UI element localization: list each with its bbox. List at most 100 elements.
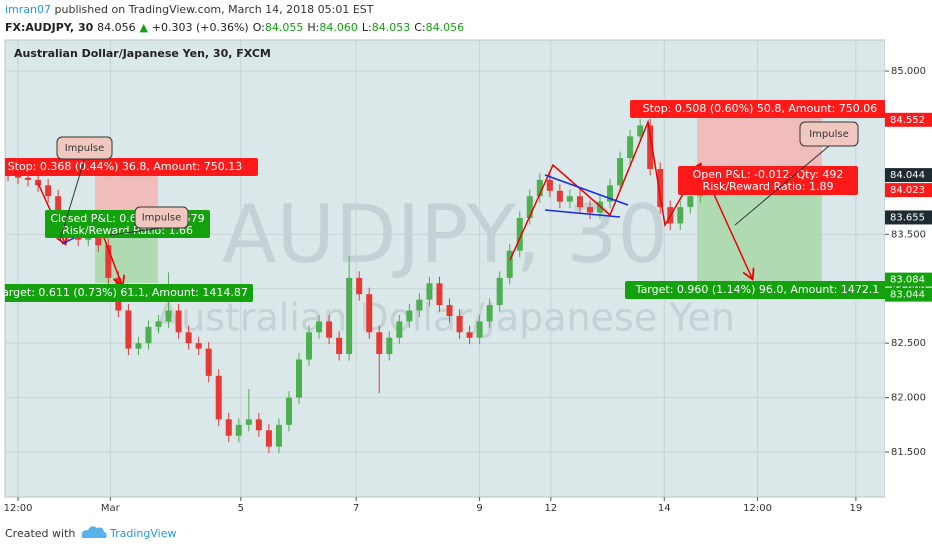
price-axis [885, 40, 932, 497]
candle-body [265, 430, 272, 447]
candle-body [396, 321, 403, 338]
price-label: 83.655 [890, 212, 925, 223]
candle-body [135, 343, 142, 349]
price-label-box [885, 183, 932, 198]
candle-body [546, 179, 553, 191]
candle-body [245, 419, 252, 425]
annotation-text: Target: 0.960 (1.14%) 96.0, Amount: 1472… [635, 283, 880, 296]
callout-pointer [109, 227, 162, 236]
candle-body [195, 343, 202, 349]
last-price: 84.056 [97, 21, 136, 34]
candle-body [426, 283, 433, 300]
candle-body [627, 136, 634, 159]
callout-box [799, 121, 859, 147]
candle-body [306, 332, 313, 360]
candle-body [637, 125, 644, 137]
author[interactable]: imran07 [5, 3, 51, 16]
symbol: FX:AUDJPY, 30 [5, 21, 94, 34]
candle-body [356, 277, 363, 295]
price-label-box [885, 112, 932, 127]
footer-created: Created with [5, 527, 75, 540]
candle-body [326, 321, 333, 338]
callout-box [56, 136, 113, 160]
price-label-box [885, 287, 932, 302]
candle-body [235, 424, 242, 436]
candle-body [285, 397, 292, 425]
x-tick-label: 12:00 [743, 503, 772, 514]
candle-body [175, 310, 182, 333]
candle-body [376, 332, 383, 355]
candle-body [506, 250, 513, 278]
annotation-text: Target: 0.611 (0.73%) 61.1, Amount: 1414… [0, 286, 248, 299]
candle-body [586, 207, 593, 213]
x-tick-label: 12:00 [4, 503, 33, 514]
candle-body [346, 277, 353, 355]
overlay: 81.50082.00082.50083.00083.50085.00012:0… [4, 66, 932, 514]
candle-body [316, 321, 323, 333]
candle-body [536, 179, 543, 197]
callout-text: Impulse [809, 129, 849, 140]
candle-body [95, 234, 102, 246]
drawing-line [102, 234, 122, 285]
annotation-text: Stop: 0.368 (0.44%) 36.8, Amount: 750.13 [8, 160, 243, 173]
candle-body [55, 196, 62, 218]
x-tick-label: 9 [476, 503, 482, 514]
candle-body [225, 419, 232, 436]
candle-body [647, 125, 654, 170]
candle-body [436, 283, 443, 306]
candle-body [617, 158, 624, 186]
price-label: 84.552 [890, 115, 925, 126]
candle-body [576, 196, 583, 208]
annotation-text: Open P&L: -0.012, Qty: 492 [693, 168, 844, 181]
annotation-text: Risk/Reward Ratio: 1.89 [703, 180, 834, 193]
candle-body [607, 185, 614, 202]
drawing-line [711, 189, 752, 278]
candle-body [215, 375, 222, 420]
ohlc-value: 84.056 [426, 21, 465, 34]
candle-body [446, 305, 453, 316]
candle-body [556, 190, 563, 202]
change: +0.303 (+0.36%) [152, 21, 249, 34]
callout-box [134, 206, 189, 229]
price-label: 84.023 [890, 185, 925, 196]
annotation-box [630, 100, 885, 118]
price-label: 83.044 [890, 290, 925, 301]
price-label: 83.084 [890, 275, 925, 286]
price-label-box [885, 210, 932, 225]
candle-body [677, 207, 684, 224]
annotation-box [5, 284, 253, 302]
drawing-line [544, 174, 629, 206]
candle-body [486, 305, 493, 322]
candle-body [466, 332, 473, 338]
candle-body [155, 321, 162, 327]
candle-body [45, 185, 52, 197]
candle-body [476, 321, 483, 338]
candle-body [15, 174, 22, 178]
logo [81, 526, 107, 538]
y-tick-label: 83.500 [891, 229, 926, 240]
candle-body [255, 419, 262, 431]
candle-body [205, 348, 212, 376]
candle-body [526, 196, 533, 218]
candle-body [295, 359, 302, 398]
position-zone [697, 195, 822, 283]
candle-body [25, 177, 32, 180]
candle-body [456, 315, 463, 333]
candle-body [366, 294, 373, 333]
candle-body [125, 310, 132, 349]
candle-body [657, 169, 664, 208]
drawing-line [509, 119, 700, 261]
price-label-box [885, 168, 932, 183]
annotation-text: Stop: 0.508 (0.60%) 50.8, Amount: 750.06 [643, 102, 878, 115]
price-label: 84.044 [890, 170, 925, 181]
candle-body [336, 337, 343, 355]
candle-body [386, 337, 393, 355]
y-tick-label: 82.500 [891, 338, 926, 349]
candle-body [416, 299, 423, 311]
y-tick-label: 81.500 [891, 447, 926, 458]
candle-body [496, 277, 503, 306]
drawing-line [544, 209, 621, 218]
footer-brand[interactable]: TradingView [109, 527, 176, 540]
candle-body [165, 310, 172, 322]
